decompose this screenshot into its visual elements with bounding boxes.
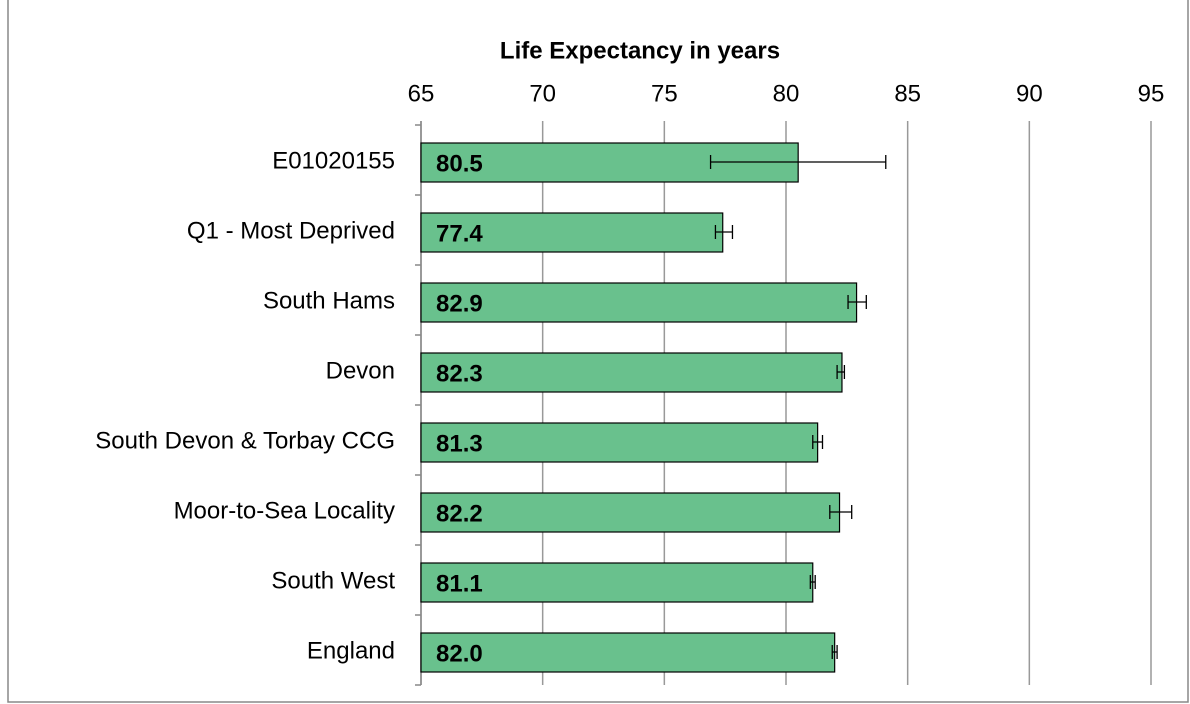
x-tick-label: 90 — [1016, 80, 1043, 107]
y-tick-label: E01020155 — [272, 147, 395, 174]
y-tick-label: England — [307, 637, 395, 664]
x-tick-label: 85 — [894, 80, 921, 107]
y-tick-label: Moor-to-Sea Locality — [174, 497, 395, 524]
data-label: 81.3 — [436, 430, 483, 457]
x-tick-label: 65 — [408, 80, 435, 107]
x-tick-label: 80 — [773, 80, 800, 107]
bar — [420, 422, 819, 463]
bar — [420, 492, 841, 533]
data-label: 82.3 — [436, 360, 483, 387]
bar — [420, 282, 858, 323]
bar — [420, 352, 843, 393]
data-label: 82.2 — [436, 500, 483, 527]
bar — [420, 212, 724, 253]
x-tick-label: 75 — [651, 80, 678, 107]
bar — [420, 562, 814, 603]
y-tick-label: Devon — [326, 357, 395, 384]
x-tick-label: 95 — [1138, 80, 1165, 107]
bar — [420, 632, 836, 673]
y-tick-label: South Hams — [263, 287, 395, 314]
data-label: 80.5 — [436, 150, 483, 177]
x-tick-label: 70 — [529, 80, 556, 107]
axis-title: Life Expectancy in years — [500, 37, 780, 64]
y-tick-label: South West — [271, 567, 395, 594]
data-label: 81.1 — [436, 570, 483, 597]
data-label: 82.0 — [436, 640, 483, 667]
data-label: 77.4 — [436, 220, 483, 247]
data-label: 82.9 — [436, 290, 483, 317]
y-tick-label: South Devon & Torbay CCG — [95, 427, 395, 454]
y-tick-label: Q1 - Most Deprived — [187, 217, 395, 244]
